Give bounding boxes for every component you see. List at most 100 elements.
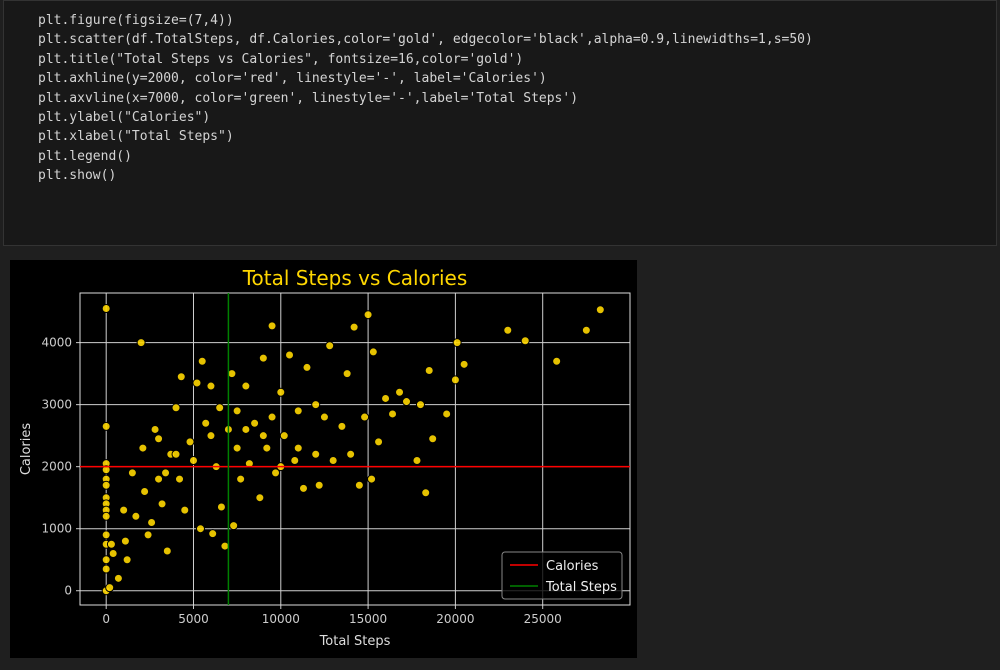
point	[262, 443, 272, 453]
point	[374, 437, 384, 447]
plot-frame	[79, 292, 631, 606]
point	[258, 431, 268, 441]
point	[258, 353, 268, 363]
point	[388, 409, 398, 419]
point	[120, 536, 130, 546]
point	[180, 505, 190, 515]
point	[113, 573, 123, 583]
point	[244, 459, 254, 469]
point	[267, 412, 277, 422]
point	[131, 511, 141, 521]
point	[101, 480, 111, 490]
point	[232, 443, 242, 453]
point	[150, 424, 160, 434]
point	[346, 449, 356, 459]
point	[157, 499, 167, 509]
point	[122, 555, 132, 565]
point	[206, 381, 216, 391]
point	[342, 369, 352, 379]
point	[197, 356, 207, 366]
legend-box	[501, 551, 623, 600]
point	[450, 375, 460, 385]
code-line: plt.show()	[38, 168, 117, 184]
point	[241, 424, 251, 434]
point	[421, 488, 431, 498]
point	[106, 539, 116, 549]
point	[581, 325, 591, 335]
point	[192, 378, 202, 388]
point	[143, 530, 153, 540]
point	[229, 521, 239, 531]
point	[216, 502, 226, 512]
point	[285, 350, 295, 360]
point	[395, 387, 405, 397]
point	[140, 486, 150, 496]
point	[127, 468, 137, 478]
x-axis-label: Total Steps	[319, 634, 391, 649]
point	[232, 406, 242, 416]
y-axis-label: Calories	[19, 423, 34, 476]
point	[328, 455, 338, 465]
code-line: plt.xlabel("Total Steps")	[38, 129, 234, 145]
point	[276, 387, 286, 397]
point	[188, 455, 198, 465]
point	[298, 483, 308, 493]
point	[206, 431, 216, 441]
point	[215, 403, 225, 413]
point	[452, 338, 462, 348]
y-tick-label: 2000	[41, 460, 72, 474]
point	[442, 409, 452, 419]
point	[552, 356, 562, 366]
point	[337, 421, 347, 431]
point	[101, 530, 111, 540]
point	[267, 321, 277, 331]
point	[293, 406, 303, 416]
code-line: plt.axvline(x=7000, color='green', lines…	[38, 90, 579, 106]
point	[175, 474, 185, 484]
point	[236, 474, 246, 484]
point	[250, 418, 260, 428]
point	[381, 393, 391, 403]
point	[520, 336, 530, 346]
point	[360, 412, 370, 422]
point	[402, 397, 412, 407]
x-tick-label: 10000	[262, 612, 300, 626]
y-tick-label: 0	[64, 584, 72, 598]
point	[171, 403, 181, 413]
point	[302, 362, 312, 372]
point	[290, 455, 300, 465]
code-line: plt.ylabel("Calories")	[38, 110, 211, 126]
code-cell[interactable]: plt.figure(figsize=(7,4)) plt.scatter(df.…	[3, 0, 997, 246]
point	[176, 372, 186, 382]
point	[185, 437, 195, 447]
point	[325, 341, 335, 351]
point	[136, 338, 146, 348]
code-line: plt.figure(figsize=(7,4))	[38, 13, 234, 28]
point	[108, 549, 118, 559]
point	[255, 493, 265, 503]
point	[311, 449, 321, 459]
point	[271, 468, 281, 478]
point	[101, 511, 111, 521]
point	[162, 546, 172, 556]
point	[208, 529, 218, 539]
point	[293, 443, 303, 453]
point	[363, 310, 373, 320]
y-tick-label: 3000	[41, 398, 72, 412]
point	[503, 325, 513, 335]
point	[279, 431, 289, 441]
point	[241, 381, 251, 391]
point	[412, 455, 422, 465]
code-line: plt.title("Total Steps vs Calories", fon…	[38, 51, 524, 67]
point	[349, 322, 359, 332]
point	[119, 505, 129, 515]
point	[367, 474, 377, 484]
point	[354, 480, 364, 490]
point	[101, 304, 111, 314]
y-tick-label: 1000	[41, 522, 72, 536]
point	[428, 434, 438, 444]
point	[319, 412, 329, 422]
point	[154, 434, 164, 444]
